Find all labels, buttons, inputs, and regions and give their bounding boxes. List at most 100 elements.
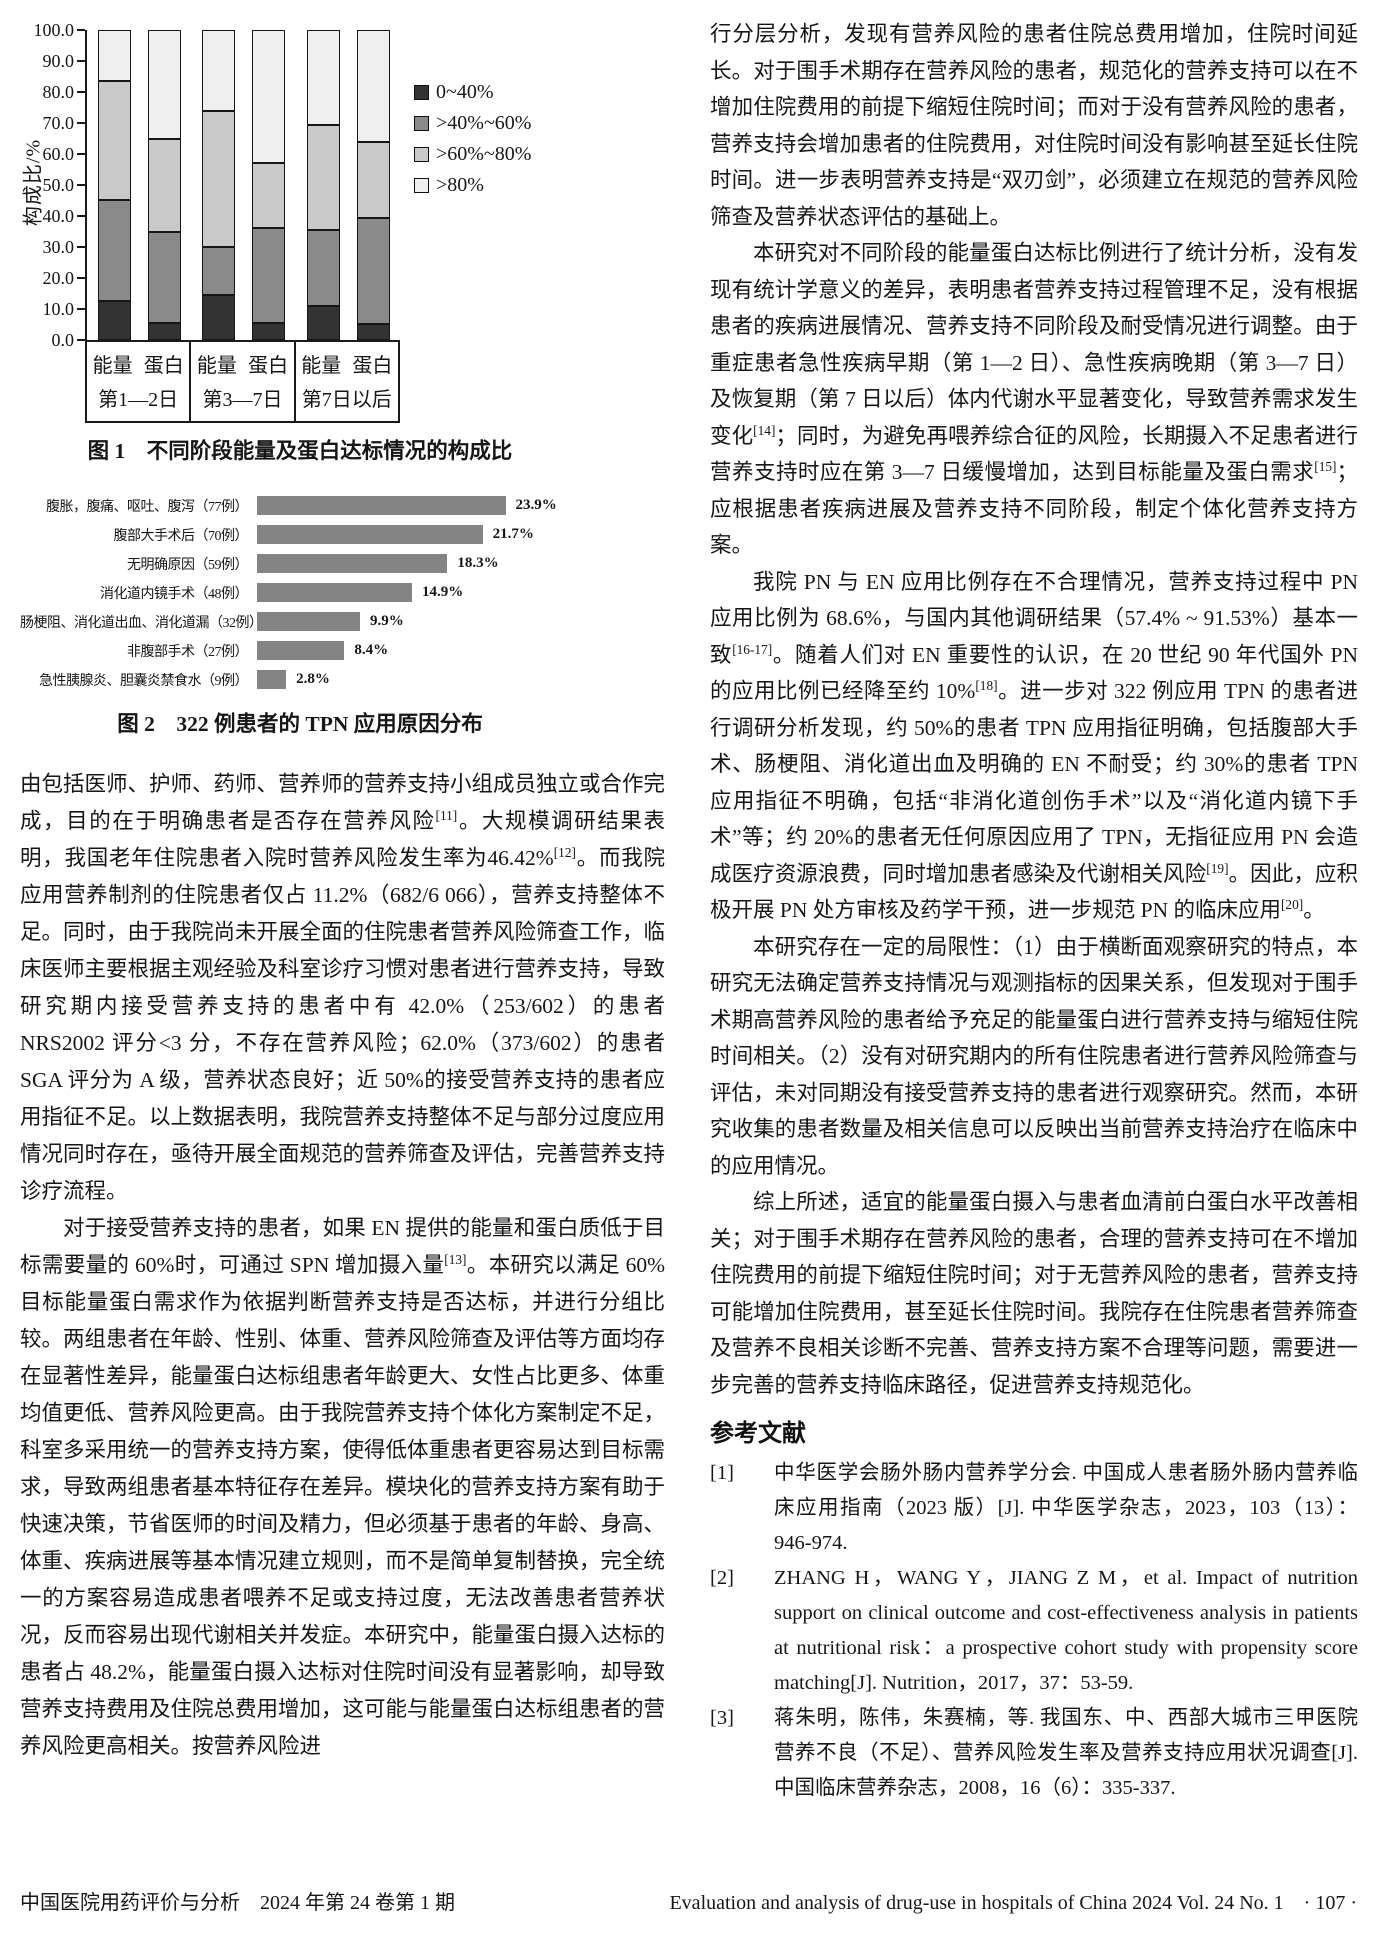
- figure2-value-label: 2.8%: [296, 671, 330, 687]
- figure1-bar-segment: [306, 305, 340, 340]
- figure1-y-tick-mark: [77, 308, 85, 310]
- figure2-value-label: 8.4%: [354, 642, 389, 658]
- figure1-y-tick-mark: [77, 91, 85, 93]
- figure2-row: 非腹部手术（27例） 8.4%: [20, 636, 640, 665]
- page-footer: 中国医院用药评价与分析 2024 年第 24 卷第 1 期 Evaluation…: [20, 1886, 1357, 1915]
- figure1-bar-segment: [148, 138, 181, 232]
- figure1-bar-segment: [252, 163, 286, 229]
- figure1-legend: 0~40% >40%~60% >60%~80% >80%: [414, 82, 531, 196]
- body-paragraph: 由包括医师、护师、药师、营养师的营养支持小组成员独立或合作完成，目的在于明确患者…: [20, 772, 666, 1203]
- figure1-legend-item: >60%~80%: [414, 144, 531, 165]
- figure1-bar-segment: [98, 200, 131, 302]
- figure1-y-tick-mark: [77, 60, 85, 62]
- figure1-bar-segment: [252, 228, 286, 323]
- figure1-bar: [202, 30, 236, 340]
- figure2-category-label: 腹部大手术后（70例）: [113, 528, 249, 544]
- figure2-category-label: 急性胰腺炎、胆囊炎禁食水（9例）: [39, 673, 249, 689]
- footer-journal-title-en: Evaluation and analysis of drug-use in h…: [669, 1892, 1357, 1914]
- reference-label: [3]: [710, 1707, 734, 1729]
- figure1-plot-area: [85, 30, 400, 342]
- figure2-category-label: 无明确原因（59例）: [127, 557, 249, 573]
- figure2-value-label: 23.9%: [515, 497, 557, 513]
- figure1-y-tick-mark: [77, 246, 85, 248]
- figure1-bar-segment: [306, 30, 340, 125]
- figure2-value-label: 9.9%: [369, 613, 404, 629]
- figure1-bar-segment: [252, 30, 286, 164]
- reference-item: [2] ZHANG H，WANG Y，JIANG Z M，et al. Impac…: [710, 1561, 1358, 1701]
- figure1-bar-segment: [306, 229, 340, 306]
- figure2-value-label: 21.7%: [492, 526, 534, 542]
- figure1-group-label: 第1—2日: [98, 389, 179, 411]
- figure1-y-tick-mark: [77, 122, 85, 124]
- figure2-bar: [257, 496, 506, 515]
- figure1-legend-item: 0~40%: [414, 82, 531, 103]
- reference-text: 中华医学会肠外肠内营养学分会. 中国成人患者肠外肠内营养临床应用指南（2023 …: [774, 1462, 1358, 1554]
- figure1-bar-segment: [306, 124, 340, 230]
- body-paragraph: 我院 PN 与 EN 应用比例存在不合理情况，营养支持过程中 PN 应用比例为 …: [710, 569, 1358, 923]
- figure1-group-label: 第7日以后: [301, 389, 392, 411]
- figure1-y-tick-label: 60.0: [42, 144, 75, 164]
- figure1-bar-segment: [148, 231, 181, 323]
- figure1-stacked-bar-chart: 构成比/% 0~40% >40%~60% >60%~80% >80% 能量 蛋白 第1—2…: [20, 10, 665, 423]
- figure2-category-label: 腹胀，腹痛、呕吐、腹泻（77例）: [46, 499, 249, 515]
- figure1-group-cell: 能量 蛋白第3—7日: [191, 342, 296, 421]
- figure2-value-label: 18.3%: [457, 555, 499, 571]
- right-column: 行分层分析，发现有营养风险的患者住院总费用增加，住院时间延长。对于围手术期存在营…: [710, 16, 1358, 1806]
- body-paragraph: 本研究存在一定的局限性：（1）由于横断面观察研究的特点，本研究无法确定营养支持情…: [710, 934, 1358, 1178]
- body-paragraph: 综上所述，适宜的能量蛋白摄入与患者血清前白蛋白水平改善相关；对于围手术期存在营养…: [710, 1190, 1358, 1397]
- left-column: 构成比/% 0~40% >40%~60% >60%~80% >80% 能量 蛋白 第1—2…: [20, 10, 665, 1765]
- figure1-group-cell: 能量 蛋白第1—2日: [87, 342, 192, 421]
- legend-swatch: [414, 147, 429, 162]
- figure1-bar-label: 能量: [92, 355, 133, 377]
- legend-swatch: [414, 178, 429, 193]
- reference-list: [1] 中华医学会肠外肠内营养学分会. 中国成人患者肠外肠内营养临床应用指南（20…: [710, 1456, 1358, 1806]
- figure2-bar: [257, 525, 483, 544]
- figure1-bar: [252, 30, 286, 340]
- reference-item: [3] 蒋朱明，陈伟，朱赛楠，等. 我国东、中、西部大城市三甲医院营养不良（不足）…: [710, 1701, 1358, 1806]
- figure1-bar-label: 蛋白: [352, 355, 393, 377]
- figure2-category-label: 消化道内镜手术（48例）: [100, 586, 249, 602]
- figure1-y-tick-mark: [77, 215, 85, 217]
- figure1-x-axis-label-table: 能量 蛋白 第1—2日 能量 蛋白 第3—7日 能量 蛋白 第7日以后: [85, 342, 400, 423]
- figure1-legend-item: >80%: [414, 175, 531, 196]
- figure1-group-label: 第3—7日: [202, 389, 283, 411]
- figure1-bar-segment: [202, 295, 236, 340]
- figure1-y-tick-label: 0.0: [51, 330, 75, 350]
- figure2-row: 腹胀，腹痛、呕吐、腹泻（77例） 23.9%: [20, 491, 640, 520]
- figure1-y-tick-label: 30.0: [42, 237, 75, 257]
- left-column-body-text: 由包括医师、护师、药师、营养师的营养支持小组成员独立或合作完成，目的在于明确患者…: [20, 766, 665, 1765]
- figure1-bar-labels-row: 能量 蛋白: [296, 349, 398, 378]
- figure1-y-tick-label: 100.0: [33, 20, 75, 40]
- body-paragraph: 本研究对不同阶段的能量蛋白达标比例进行了统计分析，没有发现有统计学意义的差异，表…: [710, 241, 1358, 557]
- figure2-category-label: 非腹部手术（27例）: [127, 644, 249, 660]
- right-column-body-text: 行分层分析，发现有营养风险的患者住院总费用增加，住院时间延长。对于围手术期存在营…: [710, 16, 1358, 1403]
- figure1-y-tick-mark: [77, 184, 85, 186]
- figure1-bar: [98, 30, 131, 340]
- references-heading: 参考文献: [710, 1420, 806, 1447]
- reference-text: 蒋朱明，陈伟，朱赛楠，等. 我国东、中、西部大城市三甲医院营养不良（不足）、营养…: [774, 1707, 1358, 1799]
- figure1-y-tick-mark: [77, 339, 85, 341]
- figure1-bar-segment: [98, 301, 131, 340]
- figure2-row: 肠梗阻、消化道出血、消化道漏（32例） 9.9%: [20, 607, 640, 636]
- figure1-bar: [356, 30, 390, 340]
- figure1-bar-labels-row: 能量 蛋白: [87, 349, 189, 378]
- figure2-bar: [257, 583, 412, 602]
- figure1-bar-segment: [202, 30, 236, 111]
- figure1-bar-segment: [252, 322, 286, 340]
- figure2-value-label: 14.9%: [421, 584, 464, 600]
- figure1-y-tick-mark: [77, 153, 85, 155]
- figure1-bar-segment: [202, 246, 236, 296]
- figure1-y-tick-label: 70.0: [42, 113, 75, 133]
- legend-swatch: [414, 85, 429, 100]
- figure1-bar-label: 蛋白: [143, 355, 184, 377]
- body-paragraph: 对于接受营养支持的患者，如果 EN 提供的能量和蛋白质低于目标需要量的 60%时…: [20, 1216, 666, 1758]
- figure1-bar-segment: [356, 217, 390, 325]
- figure2-bar: [257, 612, 360, 631]
- figure2-category-label: 肠梗阻、消化道出血、消化道漏（32例）: [20, 615, 263, 631]
- figure2-row: 腹部大手术后（70例） 21.7%: [20, 520, 640, 549]
- figure1-bar-segment: [356, 141, 390, 218]
- figure1-bar-labels-row: 能量 蛋白: [191, 349, 293, 378]
- figure1-bar-segment: [356, 30, 390, 142]
- legend-label: >80%: [436, 174, 484, 196]
